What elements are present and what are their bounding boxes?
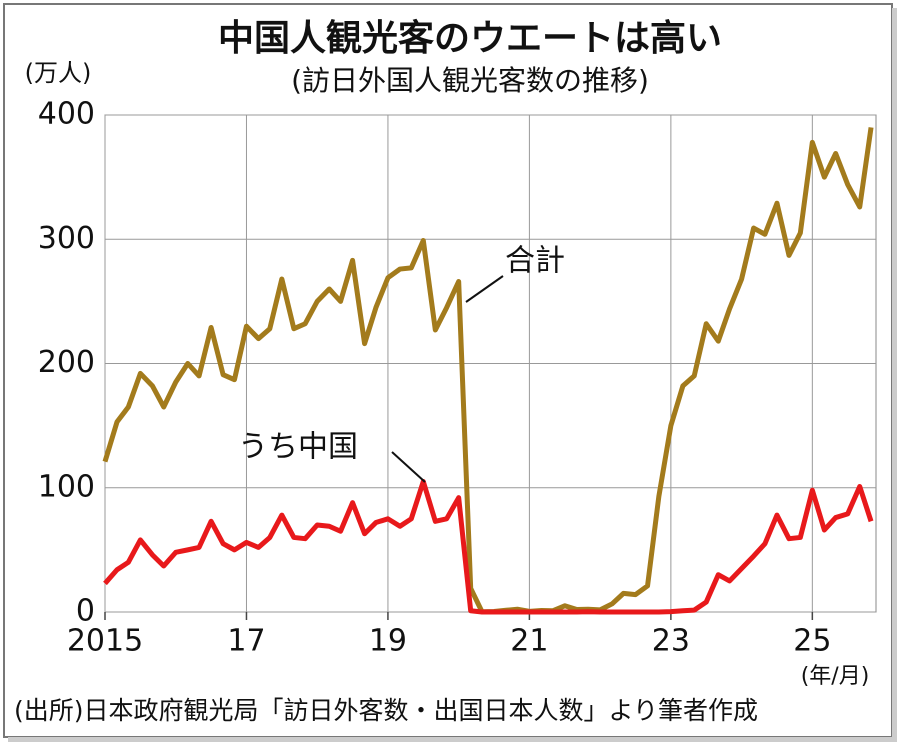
series-line: [103, 479, 874, 615]
series-label: 合計: [505, 244, 565, 279]
x-tick-label: 19: [369, 624, 407, 659]
frame-shadow: [892, 8, 897, 740]
series-label: うち中国: [238, 430, 358, 465]
y-tick-label: 0: [76, 594, 95, 629]
leader-line: [465, 275, 504, 303]
x-tick-label: 21: [510, 624, 548, 659]
x-tick-label: 2015: [67, 624, 143, 659]
y-tick-label: 200: [38, 345, 95, 380]
frame-shadow: [8, 737, 897, 742]
chart-subtitle: (訪日外国人観光客数の推移): [291, 64, 649, 97]
chart-title: 中国人観光客のウエートは高い: [218, 18, 722, 59]
x-unit: (年/月): [801, 664, 870, 689]
y-tick-label: 100: [38, 469, 95, 504]
y-tick-label: 300: [38, 221, 95, 256]
x-tick-label: 17: [227, 624, 265, 659]
x-tick-label: 23: [652, 624, 690, 659]
source-note: (出所)日本政府観光局「訪日外客数・出国日本人数」より筆者作成: [14, 696, 758, 725]
x-tick-label: 25: [793, 624, 831, 659]
leader-line: [391, 451, 426, 483]
y-unit: (万人): [25, 59, 92, 87]
y-tick-label: 400: [38, 97, 95, 132]
